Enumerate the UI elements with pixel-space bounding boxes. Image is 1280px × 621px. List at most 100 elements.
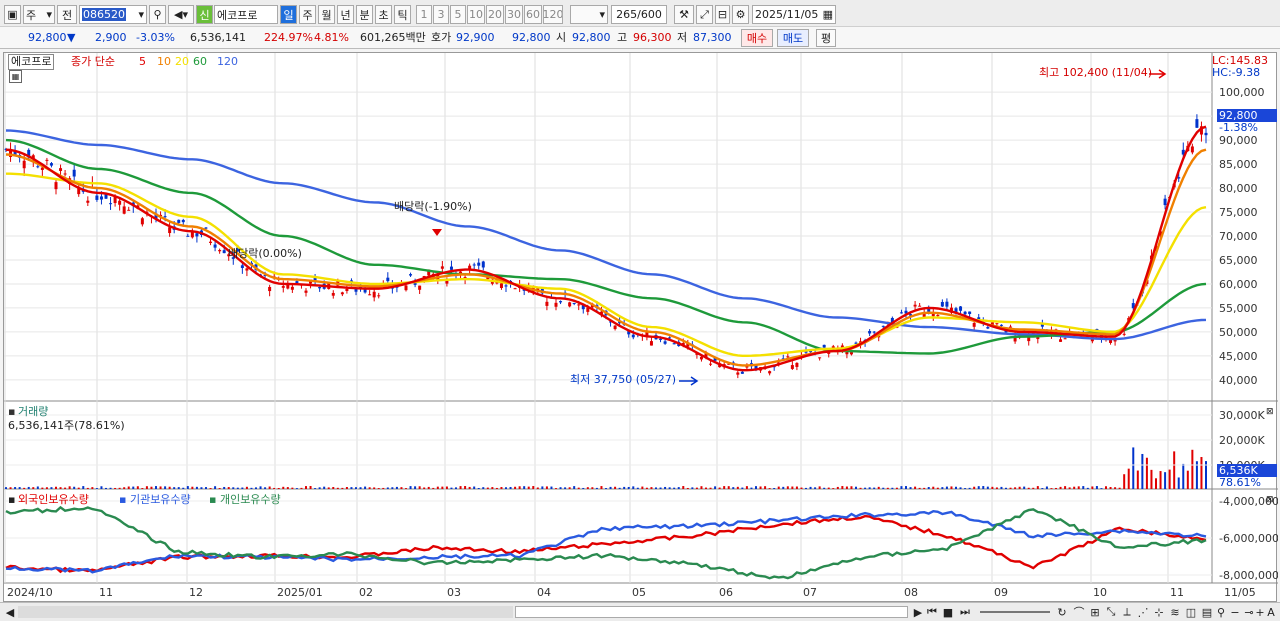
interval-tab-7[interactable]: 120 [543, 5, 563, 24]
tool-icon-1[interactable]: ⌒ [1073, 606, 1085, 619]
holding-line-0 [5, 514, 1207, 574]
candle-body [109, 203, 113, 205]
search-icon[interactable]: ⚲ [149, 5, 166, 24]
zoom-out-icon[interactable]: − [1230, 605, 1240, 619]
tool-icon-7[interactable]: ≋ [1170, 605, 1180, 619]
price-y-tick: 50,000 [1219, 326, 1258, 339]
period-tab-0[interactable]: 일 [280, 5, 297, 24]
ma-legend-20[interactable]: 20 [175, 55, 189, 68]
period-tab-6[interactable]: 틱 [394, 5, 411, 24]
speaker-icon[interactable]: ◀▾ [168, 5, 194, 24]
volume-bar [736, 486, 739, 489]
stock-name-field[interactable]: 에코프로 [214, 5, 278, 24]
candle-body [177, 219, 181, 223]
period-tab-4[interactable]: 분 [356, 5, 373, 24]
volume-current-tag: 6,536K [1217, 464, 1277, 477]
tool-icon-9[interactable]: ▤ [1201, 605, 1213, 619]
ma-legend-60[interactable]: 60 [193, 55, 207, 68]
volume-bar [123, 487, 126, 489]
bid-price-2: 92,800 [512, 31, 551, 44]
candle-body [213, 244, 217, 248]
interval-tab-6[interactable]: 60 [524, 5, 542, 24]
ma-legend-5[interactable]: 5 [139, 55, 146, 68]
interval-tab-4[interactable]: 20 [486, 5, 504, 24]
interval-tab-0[interactable]: 1 [416, 5, 432, 24]
scroll-track[interactable] [18, 606, 513, 618]
type-select[interactable]: 주 ▾ [23, 5, 55, 24]
volume-bar [800, 487, 803, 489]
candle-body [704, 352, 708, 357]
interval-tab-2[interactable]: 5 [450, 5, 466, 24]
prev-button[interactable]: 전 [57, 5, 77, 24]
x-tick-label: 03 [447, 586, 461, 599]
volume-bar [314, 488, 317, 489]
rewind-icon[interactable]: ⏮ [927, 605, 937, 618]
candle-body [318, 287, 322, 289]
eval-button[interactable]: 평 [816, 29, 836, 47]
buy-button[interactable]: 매수 [741, 29, 773, 47]
candle-body [140, 218, 144, 225]
font-size-icon[interactable]: A [1267, 605, 1275, 619]
volume-ratio: 224.97% [264, 31, 313, 44]
interval-tab-5[interactable]: 30 [505, 5, 523, 24]
zoom-slider[interactable] [980, 611, 1050, 613]
chart-area[interactable]: 2024/10 11 12 2025/01 02 03 04 05 06 07 08 09 10 11 11… [3, 52, 1278, 602]
count-input[interactable]: 265/600 [611, 5, 667, 24]
tool-icon-3[interactable]: ⤡ [1106, 605, 1116, 618]
zoom-search-icon[interactable]: ⚲ [1216, 605, 1226, 619]
period-tab-5[interactable]: 초 [375, 5, 392, 24]
interval-dropdown[interactable]: ▾ [570, 5, 608, 24]
volume-bar [36, 486, 39, 489]
holding-legend-0[interactable]: 외국인보유수량 [18, 493, 89, 506]
fast-forward-icon[interactable]: ⏭ [960, 605, 970, 618]
tool-icon-4[interactable]: ⟂ [1123, 605, 1131, 618]
high-arrow-icon [1149, 69, 1167, 79]
ma-line-10 [5, 148, 1207, 367]
pan-icon[interactable]: ⊸ [1244, 605, 1254, 619]
period-tab-3[interactable]: 년 [337, 5, 354, 24]
tool-icon-8[interactable]: ◫ [1185, 605, 1197, 619]
save-icon[interactable]: ⊟ [715, 5, 730, 24]
price-y-tick: 85,000 [1219, 158, 1258, 171]
candle-body [36, 166, 40, 168]
settings-gear-icon[interactable]: ⚙ [732, 5, 749, 24]
ma-legend-10[interactable]: 10 [157, 55, 171, 68]
stop-icon[interactable]: ■ [942, 605, 954, 619]
volume-bar [309, 486, 312, 489]
refresh-icon[interactable]: ↻ [1057, 605, 1067, 619]
scroll-thumb[interactable] [515, 606, 908, 618]
table-icon[interactable]: ▦ [9, 70, 22, 83]
candle-body [609, 321, 613, 323]
window-menu-icon[interactable]: ▣ [4, 5, 21, 24]
indicator-icon[interactable]: ⤢ [696, 5, 713, 24]
interval-tab-1[interactable]: 3 [433, 5, 449, 24]
chart-type-icon[interactable]: ⚒ [674, 5, 694, 24]
sell-button[interactable]: 매도 [777, 29, 809, 47]
period-tab-1[interactable]: 주 [299, 5, 316, 24]
candle-body [45, 159, 49, 161]
period-tab-2[interactable]: 월 [318, 5, 335, 24]
holding-legend-2[interactable]: ▪ 개인보유수량 [209, 493, 281, 506]
price-value: 92,800 [28, 31, 67, 44]
candle-body [49, 163, 53, 166]
interval-tab-3[interactable]: 10 [467, 5, 485, 24]
scroll-left-icon[interactable]: ◀ [5, 605, 15, 619]
panel-close-icon[interactable]: ⊠ [1266, 407, 1274, 417]
volume-bar [877, 486, 880, 489]
volume-bar [805, 487, 807, 489]
date-input[interactable]: 2025/11/05 ▦ [752, 5, 836, 24]
panel-close-icon[interactable]: ⊠ [1266, 495, 1274, 505]
candle-body [99, 196, 103, 200]
stock-code-input[interactable]: 086520 ▾ [79, 5, 147, 24]
price-y-tick: 80,000 [1219, 182, 1258, 195]
count-total: /600 [637, 8, 662, 21]
candle-body [413, 282, 417, 285]
zoom-in-icon[interactable]: + [1255, 605, 1265, 619]
ma-legend-120[interactable]: 120 [217, 55, 238, 68]
play-icon[interactable]: ▶ [913, 605, 923, 619]
tool-icon-2[interactable]: ⊞ [1090, 605, 1100, 619]
holding-legend-1[interactable]: ▪ 기관보유수량 [119, 493, 191, 506]
tool-icon-6[interactable]: ⊹ [1154, 605, 1164, 619]
tool-icon-5[interactable]: ⋰ [1137, 605, 1149, 619]
volume-bar [745, 486, 748, 489]
